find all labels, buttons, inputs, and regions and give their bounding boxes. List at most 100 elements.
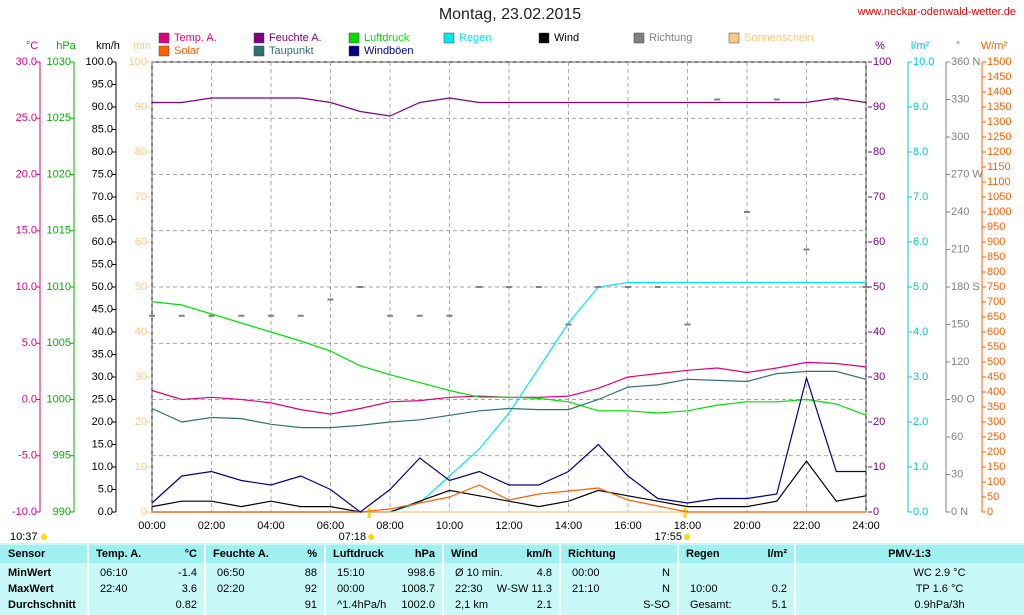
table-cell: 2.1 — [537, 599, 552, 611]
legend-swatch — [538, 32, 550, 44]
table-cell: Gesamt: — [690, 599, 732, 611]
y-tick-label: 550 — [987, 341, 1005, 353]
direction-dot — [387, 314, 393, 317]
direction-dot — [416, 314, 423, 317]
y-tick-label: 240 — [951, 206, 969, 218]
y-tick-label: 50 — [873, 281, 885, 293]
y-tick-label: 1300 — [987, 116, 1011, 128]
y-tick-label: 1000 — [987, 206, 1011, 218]
y-tick-label: 60 — [135, 236, 147, 248]
table-cell: 15:10 — [337, 567, 365, 579]
y-tick-label: 90 O — [951, 393, 975, 405]
legend-swatch — [253, 45, 265, 57]
direction-dot — [297, 314, 304, 317]
direction-dot — [863, 286, 869, 288]
y-tick-label: 150 — [951, 318, 969, 330]
direction-dot — [654, 286, 661, 288]
y-tick-label: 80.0 — [92, 146, 113, 158]
y-tick-label: 1.0 — [913, 461, 928, 473]
y-tick-label: 80 — [873, 146, 885, 158]
direction-dot — [625, 286, 631, 288]
table-cell: 5.1 — [772, 599, 787, 611]
table-cell: N — [662, 583, 670, 595]
table-header: Richtung — [568, 548, 616, 560]
table-cell: W-SW 11.3 — [497, 583, 552, 595]
axis-unit: hPa — [56, 40, 76, 52]
y-tick-label: 0 — [873, 506, 879, 518]
table-cell: 22:30 — [455, 583, 483, 595]
direction-dot — [744, 211, 750, 213]
y-tick-label: 5.0 — [22, 337, 37, 349]
y-tick-label: 30.0 — [92, 371, 113, 383]
y-tick-label: 1005 — [47, 337, 71, 349]
y-tick-label: 40.0 — [92, 326, 113, 338]
table-cell: TP 1.6 °C — [916, 583, 964, 595]
y-tick-label: 6.0 — [913, 236, 928, 248]
y-tick-label: 0.0 — [22, 393, 37, 405]
y-tick-label: 60.0 — [92, 236, 113, 248]
sun-marker — [683, 508, 687, 518]
table-cell: 22:40 — [100, 583, 128, 595]
direction-dot — [476, 286, 483, 288]
axis-unit: °C — [26, 40, 38, 52]
y-tick-label: 50.0 — [92, 281, 113, 293]
x-tick-label: 08:00 — [376, 520, 404, 532]
y-tick-label: 1200 — [987, 146, 1011, 158]
y-tick-label: 15.0 — [92, 438, 113, 450]
legend-swatch — [253, 32, 265, 44]
y-tick-label: 500 — [987, 356, 1005, 368]
table-header-unit: l/m² — [767, 548, 787, 560]
y-tick-label: 0 — [987, 506, 993, 518]
series-line — [151, 301, 867, 416]
sun-icon — [368, 534, 375, 540]
y-tick-label: 80 — [135, 146, 147, 158]
table-header-unit: °C — [185, 548, 197, 560]
y-tick-label: 5.0 — [913, 281, 928, 293]
axis-unit: km/h — [96, 40, 120, 52]
x-tick-label: 22:00 — [793, 520, 821, 532]
series-line — [152, 484, 866, 513]
y-tick-label: 1450 — [987, 71, 1011, 83]
table-cell: 3.6 — [182, 583, 197, 595]
table-cell: 1008.7 — [401, 583, 435, 595]
legend-label: Solar — [174, 45, 200, 57]
y-tick-label: 200 — [987, 446, 1005, 458]
table-header: Luftdruck — [333, 548, 385, 560]
chart-title: Montag, 23.02.2015 — [439, 6, 581, 23]
y-tick-label: 0 N — [951, 506, 968, 518]
table-cell: 1002.0 — [401, 599, 435, 611]
x-tick-label: 04:00 — [257, 520, 285, 532]
table-cell: 92 — [305, 583, 317, 595]
direction-dot — [565, 323, 572, 326]
table-cell: 00:00 — [337, 583, 365, 595]
y-tick-label: 90 — [135, 101, 147, 113]
legend-label: Richtung — [649, 32, 692, 44]
row-label: MinWert — [8, 567, 52, 579]
direction-dot — [773, 98, 780, 101]
y-tick-label: 5.0 — [98, 483, 113, 495]
table-cell: 4.8 — [537, 567, 552, 579]
sun-label: 17:55 — [654, 531, 682, 543]
legend-swatch — [348, 32, 360, 44]
table-header: Temp. A. — [96, 548, 141, 560]
direction-dot — [208, 314, 215, 317]
legend-swatch — [728, 32, 740, 44]
y-tick-label: 9.0 — [913, 101, 928, 113]
sun-icon — [684, 534, 691, 540]
y-tick-label: 20 — [873, 416, 885, 428]
legend-swatch — [633, 32, 645, 44]
sun-marker — [367, 508, 371, 518]
table-cell: 02:20 — [217, 583, 245, 595]
y-tick-label: 450 — [987, 371, 1005, 383]
y-tick-label: 7.0 — [913, 191, 928, 203]
y-tick-label: 60 — [951, 431, 963, 443]
row-label: Durchschnitt — [8, 599, 76, 611]
y-tick-label: 55.0 — [92, 258, 113, 270]
y-tick-label: 850 — [987, 251, 1005, 263]
sun-label: 07:18 — [339, 531, 367, 543]
y-tick-label: 65.0 — [92, 213, 113, 225]
y-tick-label: 1000 — [47, 393, 71, 405]
x-tick-label: 14:00 — [555, 520, 583, 532]
moon-icon — [41, 534, 47, 540]
